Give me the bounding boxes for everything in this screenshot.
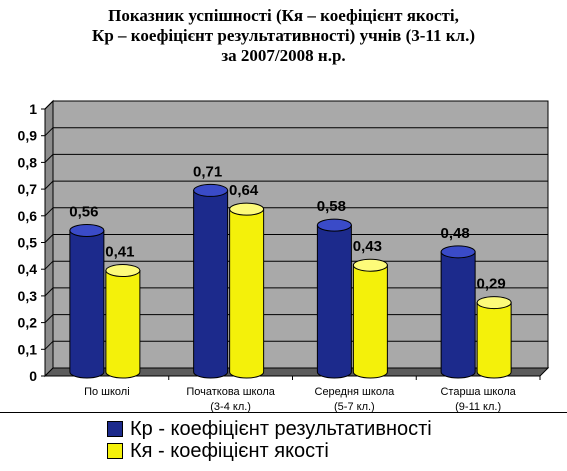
chart-title-line-1: Показник успішності (Кя – коефіцієнт яко… [108,6,459,25]
gridline-side [44,100,54,110]
legend: Кр - коефіцієнт результативності Кя - ко… [107,418,432,462]
bar-kr-2 [316,224,352,379]
y-tick-label: 1 [29,101,37,117]
gridline-side [44,154,54,163]
y-tick-label: 0,8 [18,154,38,170]
gridline-side [44,180,54,190]
gridline-side [44,314,54,323]
y-tick-label: 0,4 [18,261,38,277]
gridline-side [44,287,54,297]
x-tick-label: Середня школа [315,386,396,398]
data-label-kya-0: 0,41 [105,244,134,261]
bar-top-kya-2 [352,258,388,272]
chart-title-line-3: за 2007/2008 н.р. [221,46,346,65]
y-tick-label: 0,7 [18,181,38,197]
bar-kr-1 [193,189,229,379]
data-label-kr-3: 0,48 [441,225,470,242]
legend-swatch-kya [107,443,123,459]
legend-label-kya: Кя - коефіцієнт якості [130,439,329,462]
bar-top-kya-3 [476,296,512,310]
data-label-kya-3: 0,29 [477,276,506,293]
bar-kr-3 [440,251,476,379]
gridline-side [44,234,54,243]
x-tick-label: По школі [84,386,130,398]
gridline-side [44,127,54,137]
data-label-kr-0: 0,56 [69,203,98,220]
legend-item-kya: Кя - коефіцієнт якості [107,440,432,462]
gridline-side [44,340,54,350]
chart-title-line-2: Кр – коефіцієнт результативності) учнів … [92,26,475,45]
bar-top-kr-2 [316,218,352,232]
bar-kya-0 [105,270,141,379]
gridline-side [44,207,54,217]
legend-label-kr: Кр - коефіцієнт результативності [130,417,432,440]
x-tick-label: (3-4 кл.) [210,401,251,413]
bar-top-kr-0 [69,223,105,237]
y-tick-label: 0,9 [18,128,38,144]
y-tick-label: 0,3 [18,288,38,304]
y-tick-label: 0,5 [18,235,38,251]
data-label-kr-1: 0,71 [193,163,222,180]
gridline-side [44,260,54,270]
x-tick-label: Старша школа [440,386,516,398]
bar-kya-3 [476,302,512,379]
y-tick-label: 0 [29,368,37,384]
bar-top-kya-1 [229,202,265,216]
x-tick-label: (5-7 кл.) [334,401,375,413]
bar-top-kr-1 [193,183,229,197]
bar-top-kr-3 [440,245,476,259]
bar-kya-1 [229,208,265,379]
bar-kya-2 [352,264,388,379]
data-label-kr-2: 0,58 [317,198,346,215]
x-tick-label: Початкова школа [186,386,275,398]
bar-kr-0 [69,229,105,379]
x-tick-label: (9-11 кл.) [455,401,501,413]
bar-top-kya-0 [105,264,141,278]
y-tick-label: 0,6 [18,208,38,224]
y-tick-label: 0,2 [18,315,38,331]
chart-title: Показник успішності (Кя – коефіцієнт яко… [0,6,567,66]
data-label-kya-2: 0,43 [353,238,382,255]
legend-item-kr: Кр - коефіцієнт результативності [107,418,432,440]
legend-swatch-kr [107,421,123,437]
data-label-kya-1: 0,64 [229,182,259,199]
y-tick-label: 0,1 [18,341,38,357]
legend-divider [0,412,567,413]
